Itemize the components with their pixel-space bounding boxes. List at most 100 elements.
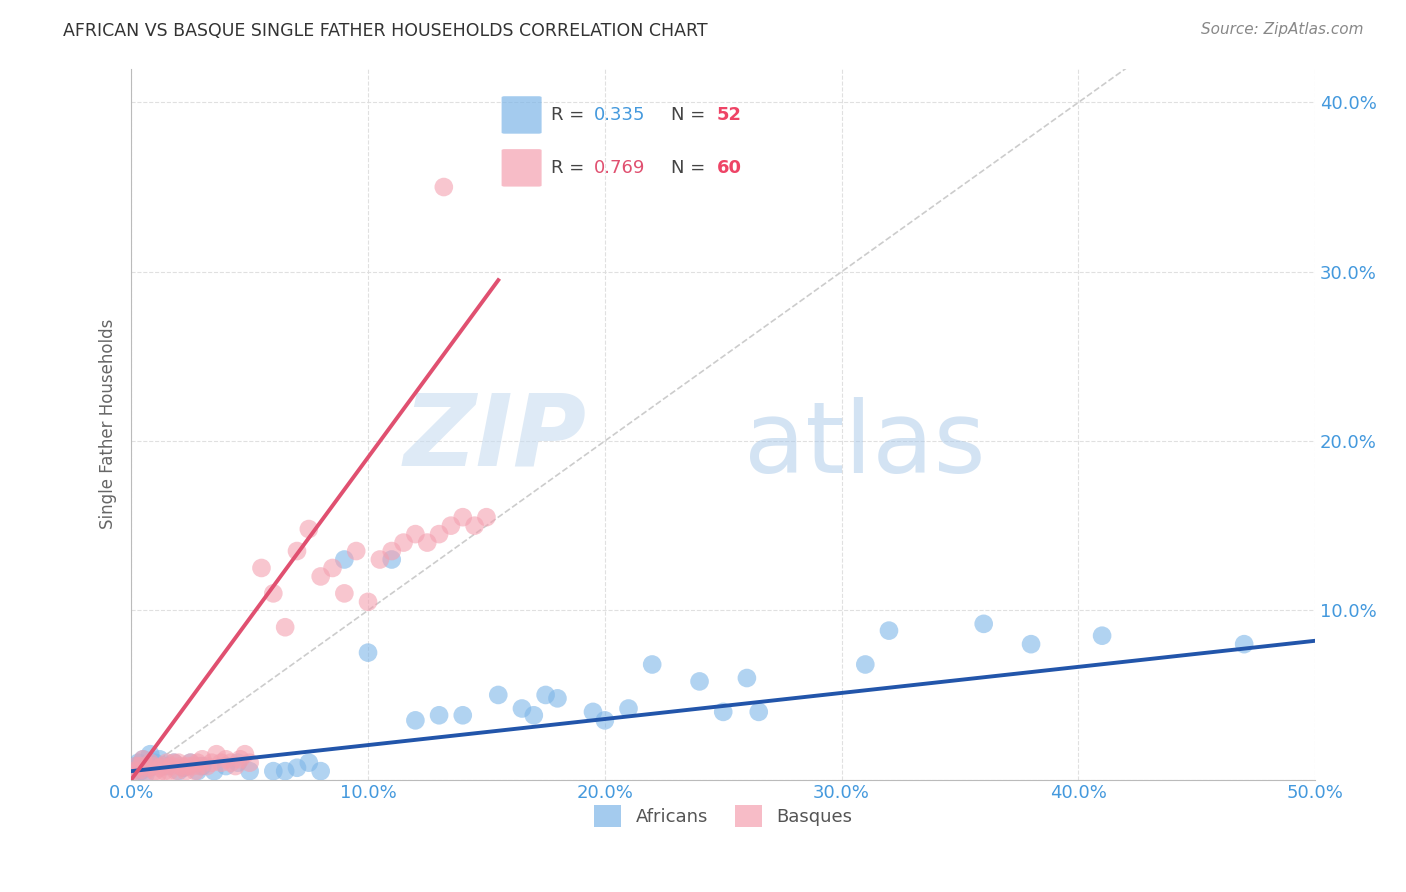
- Point: [357, 595, 380, 609]
- Point: [172, 761, 194, 775]
- Point: [523, 708, 546, 723]
- Point: [322, 561, 344, 575]
- Point: [136, 761, 159, 775]
- Point: [191, 752, 214, 766]
- Point: [136, 761, 159, 775]
- Point: [1091, 629, 1114, 643]
- Point: [191, 759, 214, 773]
- Point: [134, 764, 156, 779]
- Point: [149, 752, 172, 766]
- Point: [973, 616, 995, 631]
- Point: [181, 759, 204, 773]
- Point: [187, 756, 209, 770]
- Point: [427, 527, 450, 541]
- Point: [149, 761, 172, 775]
- Point: [143, 756, 166, 770]
- Point: [122, 764, 145, 779]
- Point: [333, 586, 356, 600]
- Point: [381, 544, 404, 558]
- Point: [170, 759, 193, 773]
- Point: [433, 180, 456, 194]
- Point: [142, 759, 165, 773]
- Point: [188, 759, 211, 773]
- Point: [510, 701, 533, 715]
- Point: [129, 764, 152, 779]
- Point: [187, 764, 209, 779]
- Point: [239, 764, 262, 779]
- Point: [451, 708, 474, 723]
- Point: [1019, 637, 1042, 651]
- Y-axis label: Single Father Households: Single Father Households: [100, 318, 117, 529]
- Point: [274, 764, 297, 779]
- Point: [127, 764, 149, 779]
- Text: Source: ZipAtlas.com: Source: ZipAtlas.com: [1201, 22, 1364, 37]
- Point: [440, 518, 463, 533]
- Point: [157, 764, 180, 779]
- Point: [132, 752, 155, 766]
- Point: [233, 747, 256, 762]
- Point: [167, 756, 190, 770]
- Point: [392, 535, 415, 549]
- Point: [333, 552, 356, 566]
- Point: [274, 620, 297, 634]
- Point: [381, 552, 404, 566]
- Point: [177, 759, 200, 773]
- Point: [226, 756, 249, 770]
- Point: [877, 624, 900, 638]
- Point: [404, 527, 426, 541]
- Point: [451, 510, 474, 524]
- Point: [298, 522, 321, 536]
- Point: [125, 759, 148, 773]
- Point: [285, 761, 308, 775]
- Point: [239, 756, 262, 770]
- Point: [174, 764, 197, 779]
- Point: [201, 756, 224, 770]
- Point: [209, 756, 232, 770]
- Point: [617, 701, 640, 715]
- Point: [534, 688, 557, 702]
- Point: [139, 747, 162, 762]
- Point: [285, 544, 308, 558]
- Point: [150, 759, 173, 773]
- Point: [368, 552, 391, 566]
- Point: [184, 764, 207, 779]
- Point: [262, 586, 284, 600]
- Point: [1233, 637, 1256, 651]
- Point: [122, 764, 145, 779]
- Point: [593, 714, 616, 728]
- Point: [309, 764, 332, 779]
- Point: [163, 756, 186, 770]
- Point: [160, 759, 183, 773]
- Point: [298, 756, 321, 770]
- Point: [215, 752, 238, 766]
- Point: [546, 691, 568, 706]
- Point: [309, 569, 332, 583]
- Point: [195, 759, 218, 773]
- Point: [641, 657, 664, 672]
- Point: [416, 535, 439, 549]
- Point: [853, 657, 876, 672]
- Point: [404, 714, 426, 728]
- Point: [735, 671, 758, 685]
- Point: [464, 518, 486, 533]
- Point: [156, 756, 179, 770]
- Point: [156, 759, 179, 773]
- Point: [153, 764, 176, 779]
- Point: [142, 759, 165, 773]
- Point: [205, 747, 228, 762]
- Point: [167, 764, 190, 779]
- Point: [215, 759, 238, 773]
- Text: AFRICAN VS BASQUE SINGLE FATHER HOUSEHOLDS CORRELATION CHART: AFRICAN VS BASQUE SINGLE FATHER HOUSEHOL…: [63, 22, 707, 40]
- Point: [344, 544, 367, 558]
- Point: [129, 759, 152, 773]
- Point: [262, 764, 284, 779]
- Point: [172, 761, 194, 775]
- Point: [219, 756, 242, 770]
- Point: [139, 756, 162, 770]
- Text: atlas: atlas: [745, 397, 986, 494]
- Point: [179, 756, 201, 770]
- Point: [582, 705, 605, 719]
- Point: [427, 708, 450, 723]
- Point: [202, 764, 225, 779]
- Point: [250, 561, 273, 575]
